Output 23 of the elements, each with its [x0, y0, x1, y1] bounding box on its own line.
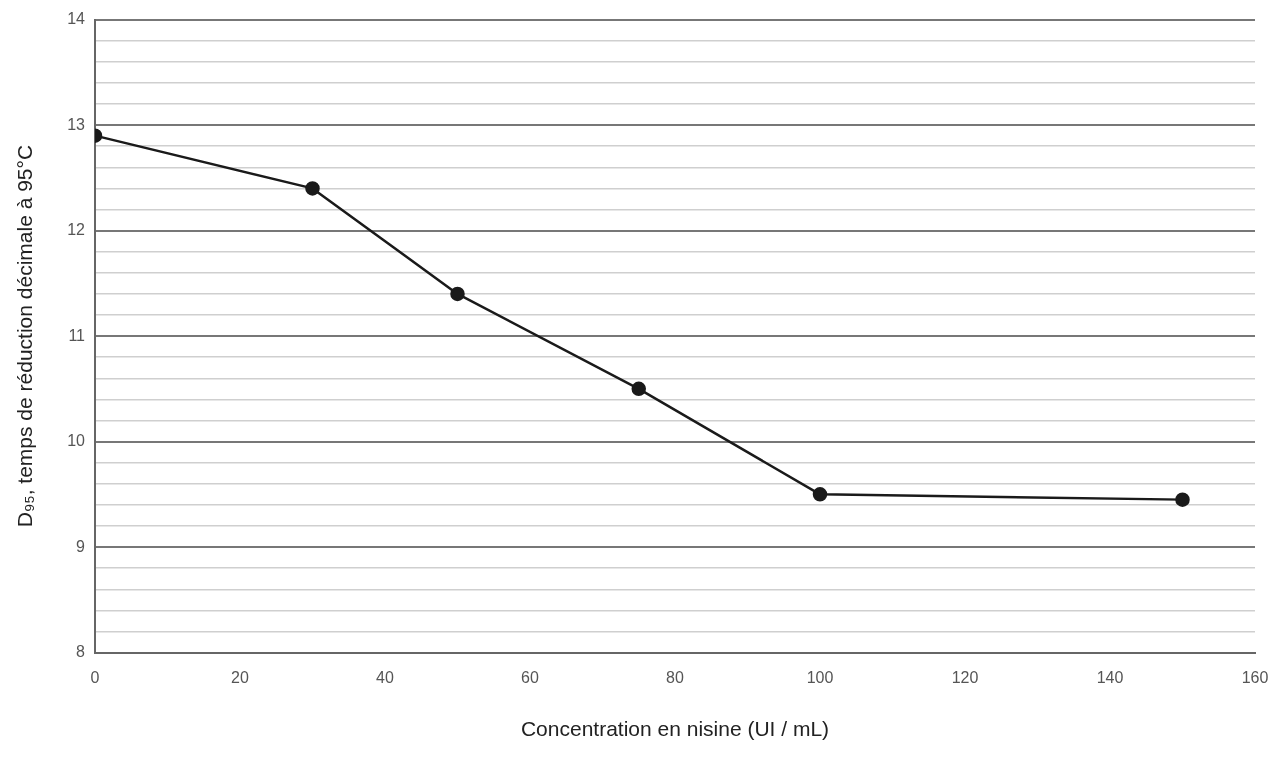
point [305, 181, 320, 196]
x-tick-label: 0 [90, 668, 100, 686]
y-axis-title: D₉₅, temps de réduction décimale à 95°C [13, 144, 37, 528]
y-tick-label: 11 [68, 326, 86, 344]
point [450, 286, 465, 302]
x-tick-label: 40 [376, 668, 394, 686]
y-tick-label: 10 [67, 432, 86, 450]
x-tick-label: 100 [806, 668, 834, 686]
y-tick-label: 13 [67, 115, 86, 133]
point [812, 487, 828, 502]
y-tick-label: 12 [67, 221, 86, 239]
x-tick-label: 120 [951, 668, 979, 686]
point [631, 381, 646, 397]
point [1175, 492, 1190, 507]
x-tick-label: 80 [666, 668, 684, 686]
x-tick-label: 20 [231, 668, 249, 686]
x-tick-label: 160 [1241, 668, 1269, 686]
y-tick-label: 8 [76, 643, 86, 661]
x-tick-label: 60 [521, 668, 539, 686]
x-tick-label: 140 [1096, 668, 1124, 686]
x-axis-title: Concentration en nisine (UI / mL) [520, 717, 830, 741]
y-tick-label: 9 [76, 537, 86, 555]
y-tick-label: 14 [67, 10, 86, 28]
